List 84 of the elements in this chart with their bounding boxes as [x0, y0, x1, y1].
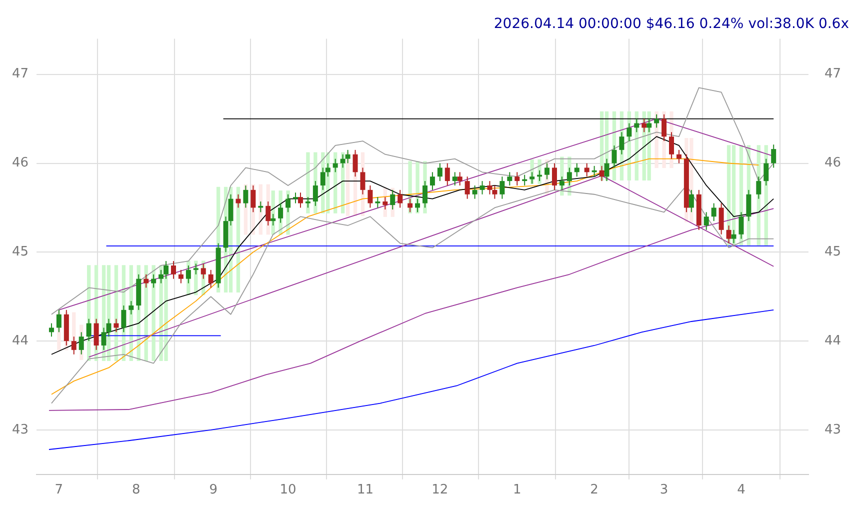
- candlestick: [144, 274, 149, 288]
- candlestick: [151, 274, 156, 288]
- candlestick: [158, 269, 164, 284]
- candlestick: [492, 184, 498, 200]
- candlestick: [325, 162, 330, 178]
- x-tick-label: 7: [54, 482, 64, 498]
- candlestick: [332, 158, 338, 173]
- candlestick: [764, 158, 769, 186]
- candlestick: [236, 194, 241, 208]
- candlestick: [584, 162, 590, 178]
- y2-tick-label: 43: [824, 422, 842, 438]
- candlestick: [101, 327, 106, 350]
- candlestick: [487, 180, 492, 195]
- candlestick: [746, 189, 752, 222]
- candlestick: [480, 180, 485, 195]
- y2-tick-label: 45: [824, 244, 842, 260]
- x-tick-label: 4: [737, 482, 746, 498]
- candlestick: [676, 149, 682, 164]
- candlestick: [654, 114, 660, 128]
- candlestick: [368, 184, 373, 208]
- x-tick-label: 11: [356, 482, 374, 498]
- candlestick: [170, 260, 176, 280]
- y2-tick-label: 47: [824, 66, 842, 82]
- y-tick-label: 46: [12, 156, 29, 171]
- candlestick: [500, 176, 505, 200]
- candlestick: [415, 198, 420, 213]
- candlestick: [731, 229, 736, 244]
- x-tick-label: 3: [660, 482, 668, 498]
- chart-title: 2026.04.14 00:00:00 $46.16 0.24% vol:38.0K 0.6x: [494, 16, 849, 32]
- candlestick: [514, 172, 520, 186]
- candlestick: [228, 194, 234, 226]
- candlestick: [626, 122, 632, 142]
- candlestick: [298, 192, 303, 208]
- candlestick: [507, 172, 512, 186]
- candlestick: [472, 184, 478, 200]
- y-tick-label: 43: [12, 422, 29, 438]
- candlestick: [646, 118, 652, 133]
- candlestick: [106, 318, 112, 338]
- candlestick: [711, 202, 716, 222]
- candlestick: [270, 213, 276, 226]
- candlestick: [48, 322, 54, 338]
- candlestick: [704, 212, 709, 230]
- candlestick: [437, 162, 442, 182]
- candlestick: [305, 196, 310, 208]
- x-tick-label: 10: [280, 482, 296, 498]
- candlestick: [208, 269, 214, 288]
- candlestick: [457, 172, 462, 186]
- candlestick: [688, 189, 694, 213]
- candlestick: [128, 300, 134, 315]
- candlestick: [718, 202, 724, 235]
- candlestick: [738, 212, 744, 240]
- candlestick: [164, 260, 169, 280]
- candlestick: [444, 162, 450, 186]
- candlestick: [398, 189, 403, 208]
- x-tick-label: 2: [590, 482, 598, 498]
- candlestick: [408, 198, 413, 213]
- candlestick: [345, 149, 350, 164]
- candlestick: [464, 176, 470, 200]
- candlestick: [121, 304, 126, 333]
- candlestick: [375, 196, 380, 208]
- candlestick: [756, 176, 762, 200]
- candlestick: [599, 165, 604, 182]
- candlestick: [574, 162, 580, 178]
- candlestick: [642, 118, 647, 133]
- x-tick-label: 12: [432, 482, 448, 498]
- candlestick: [452, 172, 458, 186]
- candlestick: [430, 172, 435, 190]
- y2-tick-label: 44: [824, 333, 842, 348]
- candlestick: [178, 269, 184, 284]
- candlestick: [634, 118, 640, 133]
- y-tick-label: 47: [12, 66, 29, 82]
- candlestick: [340, 154, 346, 168]
- candlestick: [726, 224, 732, 244]
- x-tick-label: 9: [209, 482, 218, 498]
- candlestick: [114, 318, 119, 333]
- candlestick: [86, 318, 92, 342]
- candlestick: [293, 192, 298, 204]
- y-tick-label: 45: [12, 244, 29, 260]
- candlestick: [771, 144, 776, 168]
- y-tick-label: 44: [12, 333, 29, 348]
- x-tick-label: 8: [132, 482, 140, 498]
- candlestick: [552, 162, 557, 190]
- y2-tick-label: 46: [824, 156, 842, 171]
- x-tick-label: 1: [512, 482, 522, 498]
